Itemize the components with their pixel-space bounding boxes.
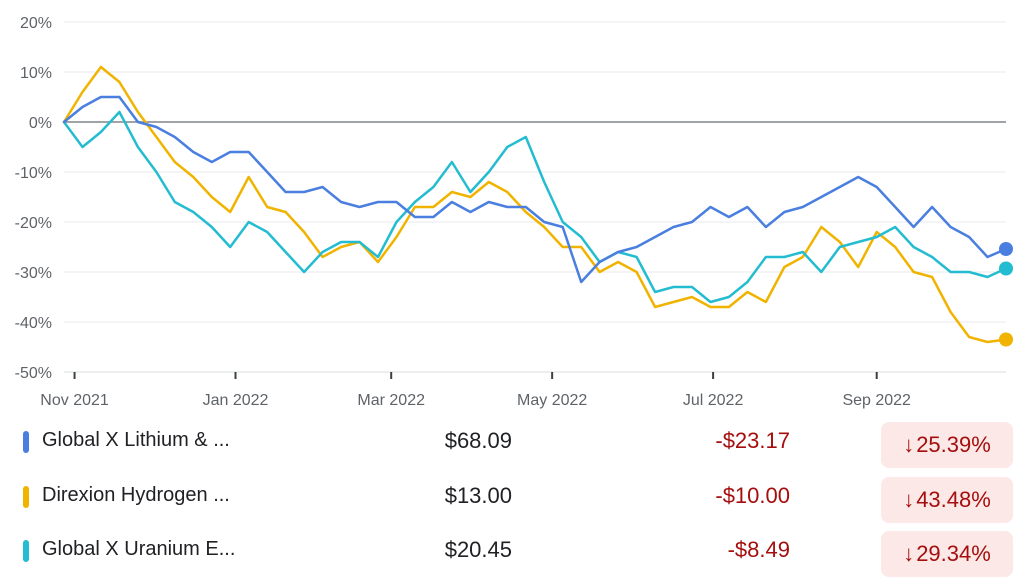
fund-change: -$8.49 [727, 537, 790, 562]
x-tick-label: Nov 2021 [40, 392, 109, 409]
y-tick-label: -10% [15, 165, 52, 182]
percent-change-value: 43.48% [916, 487, 991, 512]
fund-name: Global X Lithium & ... [42, 429, 230, 451]
legend-row-uranium[interactable]: Global X Uranium E... $20.45 -$8.49 ↓ 29.… [0, 526, 1024, 577]
series-color-swatch [23, 486, 29, 508]
x-tick-label: May 2022 [517, 392, 587, 409]
series-end-dot [999, 242, 1013, 256]
down-arrow-icon: ↓ [903, 432, 915, 457]
x-tick-label: Mar 2022 [357, 392, 425, 409]
series-end-dot [999, 261, 1013, 276]
down-arrow-icon: ↓ [903, 541, 915, 566]
x-tick-label: Sep 2022 [842, 392, 911, 409]
y-tick-label: 0% [29, 115, 52, 132]
series-line [62, 65, 1008, 344]
series-color-swatch [23, 431, 29, 453]
legend-row-lithium[interactable]: Global X Lithium & ... $68.09 -$23.17 ↓ 2… [0, 417, 1024, 468]
down-arrow-icon: ↓ [903, 487, 915, 512]
percent-change-badge: ↓ 29.34% [881, 531, 1013, 577]
legend-row-hydrogen[interactable]: Direxion Hydrogen ... $13.00 -$10.00 ↓ 43… [0, 472, 1024, 523]
fund-name: Global X Uranium E... [42, 538, 236, 560]
fund-change: -$10.00 [715, 483, 790, 508]
series-color-swatch [23, 540, 29, 562]
percent-change-value: 29.34% [916, 541, 991, 566]
y-tick-label: -40% [15, 315, 52, 332]
fund-price: $13.00 [444, 483, 512, 508]
fund-change: -$23.17 [715, 428, 790, 453]
fund-price: $68.09 [444, 428, 512, 453]
y-tick-label: -20% [15, 215, 52, 232]
percent-change-badge: ↓ 25.39% [881, 422, 1013, 468]
y-tick-label: 10% [20, 65, 52, 82]
performance-chart: 20% 10% 0% -10% -20% -30% -40% -50% Nov 2021 Jan… [15, 15, 1013, 409]
series-line [62, 110, 1008, 304]
x-tick-label: Jul 2022 [683, 392, 744, 409]
x-tick-label: Jan 2022 [203, 392, 269, 409]
fund-name: Direxion Hydrogen ... [42, 484, 230, 506]
percent-change-badge: ↓ 43.48% [881, 477, 1013, 523]
y-tick-label: 20% [20, 15, 52, 32]
fund-price: $20.45 [444, 537, 512, 562]
percent-change-value: 25.39% [916, 432, 991, 457]
y-tick-label: -50% [15, 365, 52, 382]
series-end-dot [999, 332, 1013, 347]
series-line [62, 95, 1008, 284]
y-tick-label: -30% [15, 265, 52, 282]
